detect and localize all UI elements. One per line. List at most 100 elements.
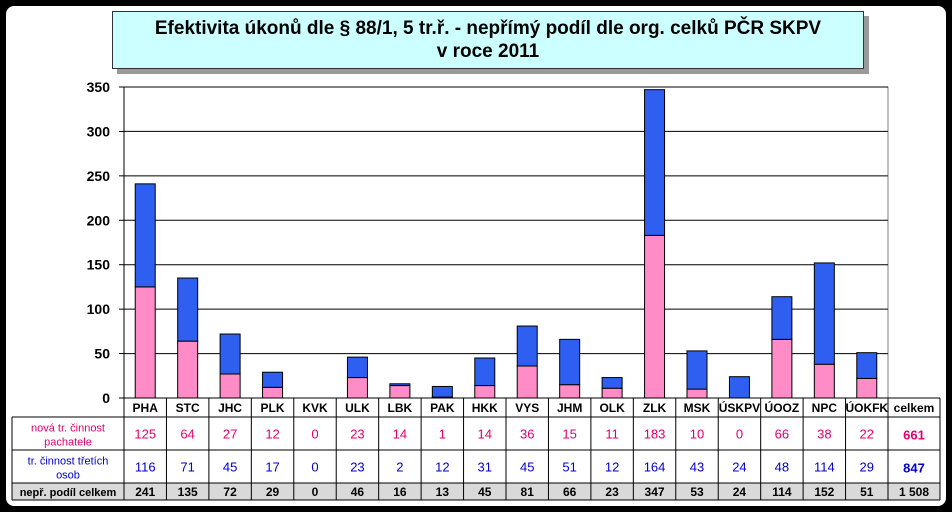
summary-s2: 847	[903, 461, 925, 476]
category-label: LBK	[388, 401, 413, 415]
y-tick-label: 100	[87, 301, 111, 317]
bar-segment-ZLK-s2	[644, 89, 666, 236]
data-label-s1: 14	[478, 427, 492, 442]
bar-segment-ÚSKPV-s2	[728, 376, 750, 399]
y-tick-label: 350	[87, 79, 111, 95]
bar-segment-ÚOOZ-s2	[771, 296, 793, 340]
bar-segment-ZLK-s1	[644, 234, 666, 399]
bar-segment-PLK-s1	[262, 386, 284, 399]
category-label: ULK	[345, 401, 370, 415]
bar-segment-VYS-s1	[516, 365, 538, 399]
totals-row-bg	[12, 483, 940, 500]
data-label-s2: 164	[644, 460, 666, 475]
total-label: 16	[393, 485, 407, 499]
category-label: PHA	[133, 401, 159, 415]
bar-segment-HKK-s2	[474, 357, 496, 387]
data-label-s1: 38	[817, 427, 831, 442]
y-tick-label: 0	[102, 390, 110, 406]
total-label: 23	[605, 485, 619, 499]
bar-segment-STC-s1	[177, 340, 199, 399]
total-label: 46	[351, 485, 365, 499]
total-label: 241	[135, 485, 155, 499]
chart-title: Efektivita úkonů dle § 88/1, 5 tr.ř. - n…	[112, 11, 864, 69]
category-label: HKK	[472, 401, 498, 415]
y-tick-label: 200	[87, 212, 111, 228]
bar-segment-VYS-s2	[516, 325, 538, 367]
bar-segment-JHM-s2	[559, 338, 581, 386]
data-label-s2: 2	[396, 460, 403, 475]
chart-title-line-2: v roce 2011	[436, 41, 540, 62]
legend-series-2: tr. činnost třetích osob	[28, 456, 109, 482]
data-label-s2: 114	[814, 460, 835, 475]
bar-segment-ÚOKFK-s1	[856, 377, 878, 399]
category-label: PLK	[261, 401, 285, 415]
total-label: 81	[521, 485, 535, 499]
bar-segment-MSK-s2	[686, 350, 708, 390]
plot-area	[123, 86, 889, 399]
category-label: ÚOKFK	[845, 400, 888, 415]
bar-segment-OLK-s1	[601, 387, 623, 399]
bar-segment-PHA-s1	[134, 286, 156, 399]
data-label-s1: 0	[311, 427, 318, 442]
total-label: 72	[223, 485, 237, 499]
bar-segment-LBK-s2	[389, 383, 411, 387]
y-tick-label: 250	[87, 168, 111, 184]
summary-total: 1 508	[899, 485, 929, 499]
data-label-s2: 23	[350, 460, 364, 475]
total-label: 152	[814, 485, 834, 499]
summary-s1: 661	[903, 428, 925, 443]
data-label-s1: 10	[690, 427, 704, 442]
data-label-s1: 11	[605, 427, 619, 442]
bar-segment-PLK-s2	[262, 371, 284, 388]
data-label-s1: 64	[180, 427, 194, 442]
data-label-s2: 45	[520, 460, 534, 475]
data-label-s1: 1	[439, 427, 446, 442]
bar-segment-MSK-s1	[686, 388, 708, 399]
data-label-s2: 24	[732, 460, 746, 475]
total-label: 13	[436, 485, 450, 499]
bar-segment-JHC-s1	[219, 373, 241, 399]
y-tick-label: 50	[94, 346, 110, 362]
data-label-s1: 12	[265, 427, 279, 442]
bar-segment-PAK-s2	[431, 385, 453, 398]
data-label-s1: 183	[644, 427, 666, 442]
data-label-s2: 43	[690, 460, 704, 475]
bar-segment-ÚOOZ-s1	[771, 338, 793, 399]
data-label-s1: 125	[134, 427, 156, 442]
data-label-s1: 14	[393, 427, 407, 442]
total-label: 24	[733, 485, 747, 499]
data-label-s1: 27	[223, 427, 237, 442]
data-label-s2: 71	[180, 460, 194, 475]
data-label-s2: 12	[605, 460, 619, 475]
bar-segment-LBK-s1	[389, 385, 411, 399]
category-label: JHM	[557, 401, 582, 415]
data-label-s2: 116	[135, 460, 156, 475]
bar-segment-NPC-s2	[813, 262, 835, 365]
data-label-s2: 31	[478, 460, 492, 475]
data-label-s2: 45	[223, 460, 237, 475]
legend-series-1: nová tr. činnost pachatele	[31, 423, 105, 449]
category-label: NPC	[812, 401, 838, 415]
bar-segment-ÚOKFK-s2	[856, 352, 878, 379]
category-label: VYS	[515, 401, 539, 415]
category-label: JHC	[218, 401, 242, 415]
bar-segment-ULK-s2	[346, 356, 368, 379]
data-label-s2: 48	[775, 460, 789, 475]
data-label-s1: 22	[860, 427, 874, 442]
data-label-s1: 0	[736, 427, 743, 442]
category-label: ÚOOZ	[765, 400, 800, 415]
data-label-s1: 15	[562, 427, 576, 442]
data-label-s2: 51	[562, 460, 576, 475]
bar-segment-JHM-s1	[559, 384, 581, 399]
data-label-s2: 17	[265, 460, 279, 475]
total-label: 53	[690, 485, 704, 499]
data-label-s1: 36	[520, 427, 534, 442]
bar-segment-NPC-s1	[813, 363, 835, 399]
bar-segment-JHC-s2	[219, 333, 241, 375]
data-label-s2: 29	[860, 460, 874, 475]
total-label: 135	[178, 485, 198, 499]
total-label: 51	[860, 485, 874, 499]
total-label: 114	[772, 485, 792, 499]
